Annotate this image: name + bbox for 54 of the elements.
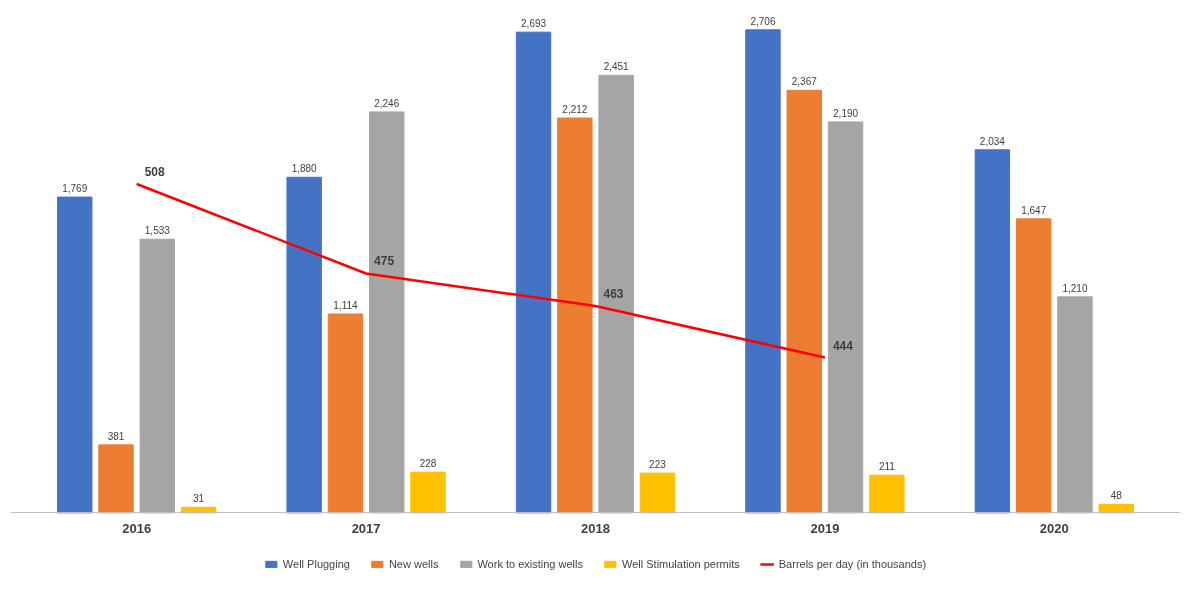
legend-label: Well Plugging — [282, 558, 350, 570]
x-tick-label: 2018 — [581, 520, 610, 536]
data-label: 475 — [374, 254, 395, 269]
bar — [869, 474, 905, 514]
data-label: 2,246 — [374, 97, 400, 109]
x-tick-label: 2019 — [810, 520, 840, 536]
data-label: 2,190 — [833, 107, 859, 119]
bar — [557, 117, 593, 514]
bar — [410, 471, 446, 514]
bar — [1057, 296, 1093, 514]
bar — [369, 111, 405, 514]
data-label: 2,212 — [562, 104, 588, 116]
data-label: 1,533 — [144, 225, 171, 237]
data-label: 228 — [419, 458, 437, 470]
data-label: 2,693 — [521, 18, 547, 30]
data-label: 2,706 — [750, 15, 776, 27]
data-label: 1,769 — [62, 183, 88, 195]
data-label: 1,647 — [1021, 204, 1047, 216]
bar — [598, 74, 634, 514]
bar — [139, 238, 176, 514]
bar — [57, 196, 93, 514]
data-label: 1,114 — [333, 300, 359, 312]
legend-label: New wells — [388, 558, 439, 570]
x-tick-label: 2016 — [122, 520, 152, 536]
bar — [786, 89, 822, 514]
bar — [1015, 218, 1052, 514]
x-tick-label: 2020 — [1039, 520, 1069, 536]
data-label: 1,210 — [1062, 282, 1088, 294]
legend-label: Work to existing wells — [477, 558, 583, 570]
data-label: 31 — [193, 493, 205, 505]
bar — [745, 29, 781, 514]
x-tick-label: 2017 — [351, 520, 381, 536]
data-label: 1,880 — [291, 163, 318, 175]
data-label: 508 — [144, 165, 166, 180]
bar — [515, 31, 552, 514]
bar — [98, 444, 134, 514]
bar — [639, 472, 676, 514]
data-label: 381 — [107, 430, 125, 442]
data-label: 223 — [649, 459, 667, 471]
data-label: 2,034 — [979, 135, 1006, 147]
data-label: 444 — [832, 338, 854, 353]
data-label: 48 — [1110, 490, 1123, 502]
bar — [327, 313, 364, 514]
legend-label: Barrels per day (in thousands) — [778, 558, 927, 570]
data-label: 2,367 — [791, 76, 818, 88]
bar — [974, 149, 1011, 514]
bar — [827, 121, 864, 514]
legend-label: Well Stimulation permits — [622, 558, 740, 570]
bar — [1098, 503, 1134, 514]
bar — [180, 506, 217, 514]
bar — [286, 176, 322, 514]
data-label: 211 — [878, 461, 896, 473]
data-label: 2,451 — [603, 61, 630, 73]
data-label: 463 — [603, 287, 624, 302]
